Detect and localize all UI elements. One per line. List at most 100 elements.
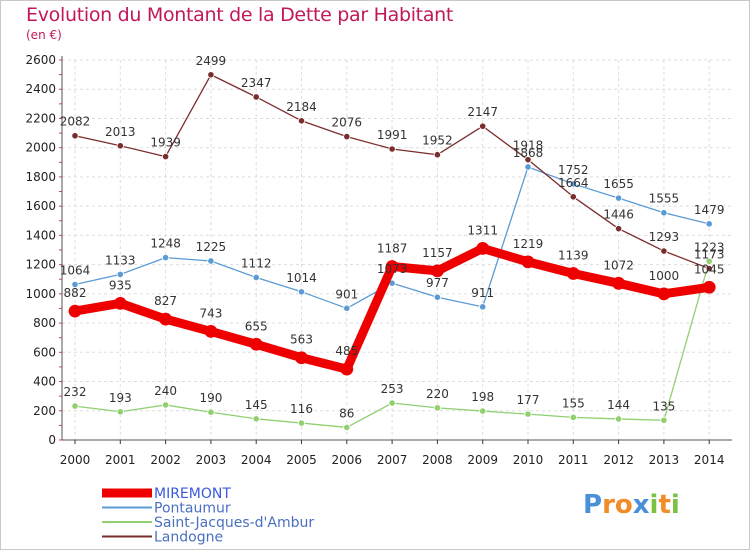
- data-point: [569, 413, 577, 421]
- data-point: [614, 415, 623, 423]
- data-label: 220: [426, 387, 449, 401]
- data-label: 2076: [332, 116, 363, 130]
- logo-letter: i: [670, 490, 680, 520]
- data-label: 977: [426, 276, 449, 290]
- data-label: 253: [381, 382, 404, 396]
- x-tick-label: 2008: [422, 453, 453, 467]
- data-label: 1248: [150, 237, 181, 251]
- data-point: [116, 142, 124, 150]
- logo-letter: o: [614, 490, 633, 520]
- data-point: [569, 193, 577, 201]
- data-label: 882: [64, 286, 87, 300]
- data-point: [297, 117, 306, 125]
- data-point: [479, 407, 487, 415]
- y-tick-label: 800: [33, 316, 56, 330]
- x-tick-label: 2000: [60, 453, 91, 467]
- data-label: 1064: [60, 263, 91, 277]
- data-point: [113, 296, 127, 310]
- data-point: [479, 303, 487, 311]
- data-point: [343, 423, 351, 432]
- series-lines: [68, 71, 716, 432]
- y-tick-label: 2000: [25, 141, 56, 155]
- data-point: [614, 225, 623, 233]
- data-label: 1479: [694, 203, 725, 217]
- data-point: [660, 247, 668, 255]
- y-tick-label: 400: [33, 375, 56, 389]
- data-label: 86: [339, 406, 354, 420]
- y-tick-label: 2400: [25, 82, 56, 96]
- data-point: [702, 280, 716, 294]
- data-label: 145: [245, 398, 268, 412]
- x-tick-label: 2003: [196, 453, 227, 467]
- data-label: 232: [64, 385, 87, 399]
- data-point: [295, 351, 308, 365]
- data-point: [705, 257, 713, 265]
- x-tick-label: 2007: [377, 453, 408, 467]
- x-tick-label: 2002: [150, 453, 181, 467]
- data-point: [660, 416, 668, 424]
- data-label: 1112: [241, 256, 272, 270]
- legend: MIREMONTPontaumurSaint-Jacques-d'AmburLa…: [102, 486, 314, 546]
- y-tick-label: 0: [48, 433, 56, 447]
- data-point: [433, 293, 441, 301]
- legend-label: Landogne: [154, 530, 223, 546]
- data-label: 1187: [377, 242, 408, 256]
- data-label: 1918: [513, 139, 544, 153]
- data-label: 2184: [286, 100, 317, 114]
- y-axis-ticks: 0 200 400 600 800 1000 1200 1400 1600 1800 2000 220…: [25, 53, 56, 447]
- data-label: 1555: [649, 192, 680, 206]
- data-point: [207, 408, 215, 416]
- data-label: 2347: [241, 76, 272, 90]
- data-label: 1446: [603, 208, 634, 222]
- data-point: [524, 163, 532, 171]
- data-point: [162, 254, 170, 262]
- x-tick-label: 2013: [649, 453, 680, 467]
- y-tick-label: 200: [33, 404, 56, 418]
- data-label: 116: [290, 402, 313, 416]
- data-label: 1133: [105, 253, 136, 267]
- data-point: [388, 399, 396, 407]
- data-point: [340, 362, 354, 376]
- data-label: 2082: [60, 115, 91, 129]
- data-label: 743: [199, 306, 222, 320]
- x-tick-label: 2005: [286, 453, 317, 467]
- data-point: [162, 153, 170, 161]
- data-label: 135: [652, 399, 675, 413]
- legend-label: Saint-Jacques-d'Ambur: [154, 515, 314, 531]
- legend-label: Pontaumur: [154, 501, 231, 517]
- data-label: 2147: [467, 105, 498, 119]
- data-point: [116, 408, 124, 416]
- data-point: [252, 415, 260, 423]
- data-point: [71, 280, 79, 289]
- data-point: [430, 264, 444, 278]
- y-tick-label: 1200: [25, 258, 56, 272]
- data-point: [343, 132, 351, 141]
- data-label: 193: [109, 391, 132, 405]
- y-tick-label: 600: [33, 345, 56, 359]
- data-point: [207, 71, 215, 79]
- logo-letter: P: [583, 490, 603, 520]
- data-labels: 882 935 827 743 655 563 485 1187 1157 1311 1219 113…: [60, 54, 725, 421]
- data-point: [162, 401, 170, 409]
- data-label: 1655: [603, 177, 634, 191]
- data-point: [476, 241, 490, 255]
- data-point: [657, 287, 671, 301]
- data-label: 1219: [513, 237, 544, 251]
- x-tick-label: 2011: [558, 453, 589, 467]
- data-label: 1952: [422, 134, 453, 148]
- logo-letter: r: [602, 490, 615, 520]
- data-label: 1664: [558, 176, 589, 190]
- data-label: 240: [154, 384, 177, 398]
- data-label: 1000: [649, 269, 680, 283]
- data-point: [249, 337, 263, 351]
- y-tick-label: 2200: [25, 111, 56, 125]
- data-label: 1868: [513, 146, 544, 160]
- data-point: [566, 267, 580, 280]
- data-label: 485: [335, 344, 358, 358]
- data-label: 1752: [558, 163, 589, 177]
- data-point: [614, 194, 623, 202]
- y-tick-label: 1400: [25, 228, 56, 242]
- data-label: 1072: [603, 258, 634, 272]
- x-tick-label: 2010: [513, 453, 544, 467]
